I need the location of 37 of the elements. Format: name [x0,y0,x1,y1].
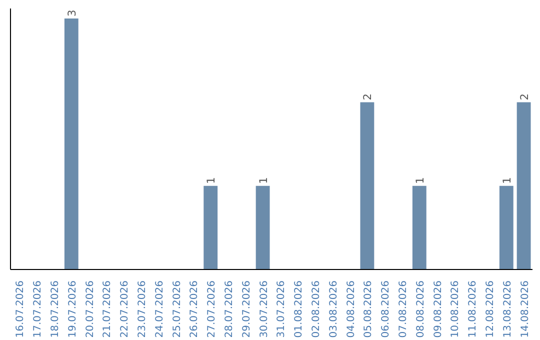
data-label: 1 [413,177,426,184]
x-tick-label: 22.07.2026 [120,280,131,338]
x-tick-label: 29.07.2026 [241,280,252,338]
x-tick-label: 19.07.2026 [67,280,78,338]
x-tick-label: 21.07.2026 [102,280,114,338]
x-tick-label: 06.08.2026 [380,280,392,338]
x-tick-label: 11.08.2026 [468,280,479,338]
x-tick-label: 17.07.2026 [32,280,44,338]
x-tick-label: 24.07.2026 [154,280,166,338]
x-tick-label: 14.08.2026 [520,280,531,338]
data-label: 2 [518,93,531,100]
x-tick-label: 28.07.2026 [224,280,235,338]
x-tick-label: 07.08.2026 [398,280,409,338]
x-tick-label: 20.07.2026 [84,280,96,338]
x-tick-label: 01.08.2026 [294,280,305,338]
data-label: 1 [256,177,270,184]
x-tick-label: 04.08.2026 [346,280,357,338]
x-tick-label: 10.08.2026 [450,280,462,338]
x-tick-label: 16.07.2026 [15,280,26,338]
x-tick-label: 30.07.2026 [258,280,270,338]
x-tick-label: 25.07.2026 [172,280,183,338]
x-tick-label: 05.08.2026 [363,280,374,338]
x-tick-label: 31.07.2026 [276,280,288,338]
x-tick-label: 27.07.2026 [206,280,218,338]
data-label: 3 [65,10,78,17]
x-tick-label: 08.08.2026 [415,280,426,338]
x-tick-label: 26.07.2026 [189,280,200,338]
data-label: 1 [500,177,514,184]
data-label: 1 [204,177,218,184]
x-tick-label: 09.08.2026 [432,280,444,338]
x-tick-label: 12.08.2026 [485,280,496,338]
x-tick-label: 23.07.2026 [137,280,148,338]
x-tick-label: 02.08.2026 [311,280,322,338]
x-tick-label: 13.08.2026 [502,280,514,338]
data-label: 2 [361,93,374,100]
x-tick-label: 18.07.2026 [50,280,61,338]
x-tick-label: 03.08.2026 [328,280,340,338]
